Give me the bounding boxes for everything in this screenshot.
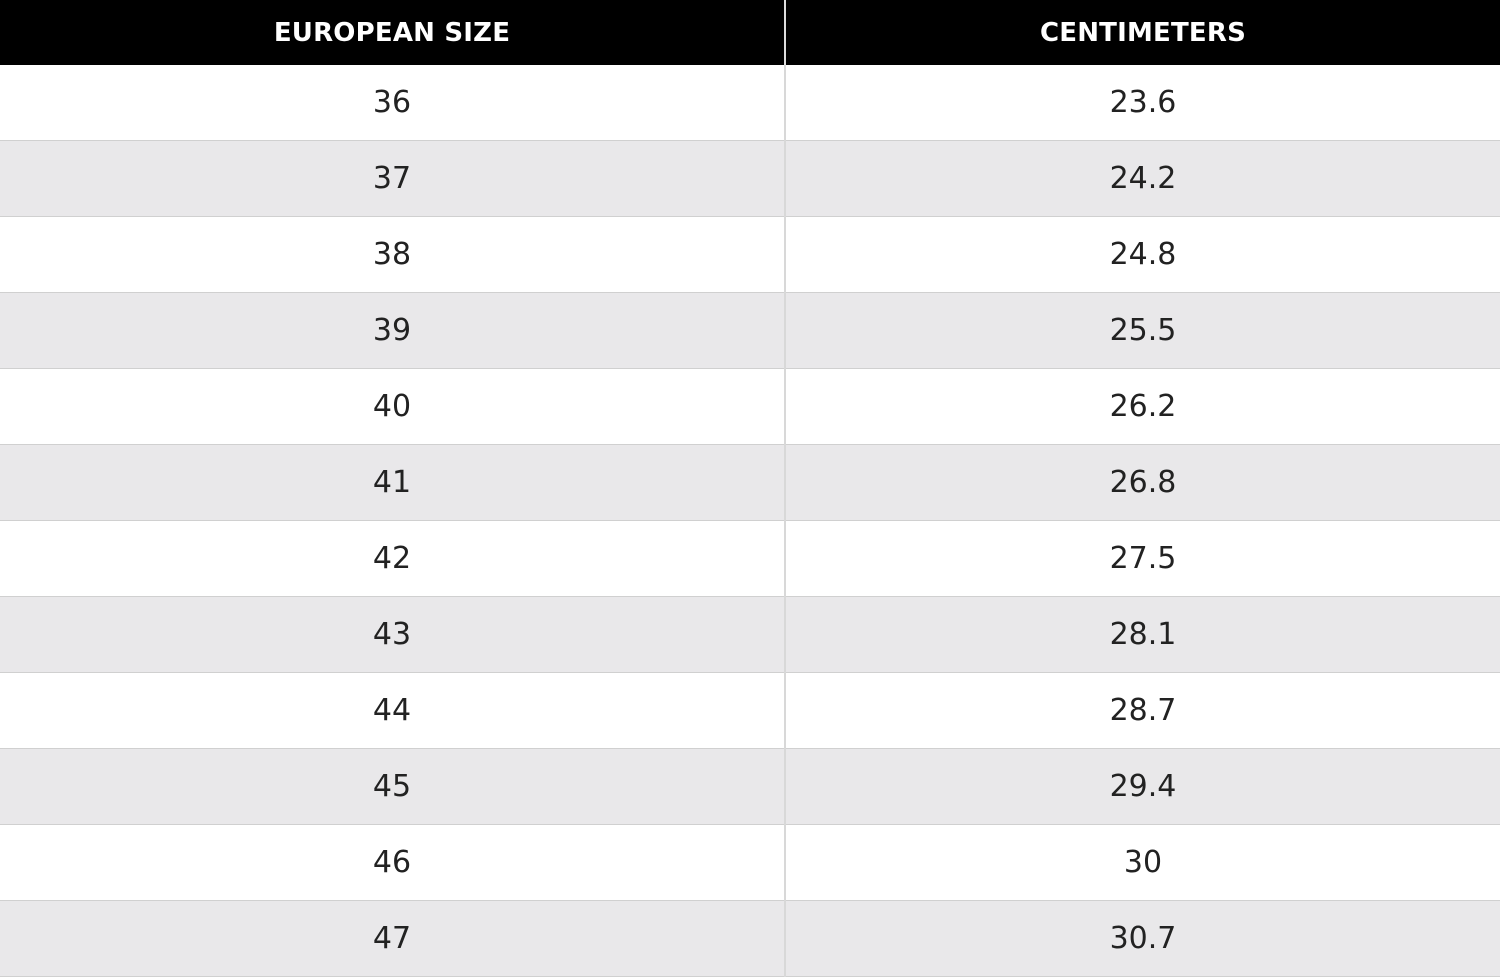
table-row: 36 23.6	[0, 65, 1500, 141]
table-row: 45 29.4	[0, 748, 1500, 825]
table-row: 38 24.8	[0, 216, 1500, 293]
table-cell: 43	[0, 596, 785, 673]
header-row: EUROPEAN SIZE CENTIMETERS	[0, 0, 1500, 65]
table-row: 47 30.7	[0, 900, 1500, 977]
table-row: 46 30	[0, 824, 1500, 901]
table-row: 42 27.5	[0, 520, 1500, 597]
table-cell: 25.5	[784, 292, 1500, 369]
table-cell: 27.5	[784, 520, 1500, 597]
table-cell: 24.8	[784, 216, 1500, 293]
header-cell: CENTIMETERS	[784, 0, 1500, 65]
table-row: 44 28.7	[0, 672, 1500, 749]
table-cell: 38	[0, 216, 785, 293]
table-cell: 39	[0, 292, 785, 369]
table-cell: 44	[0, 672, 785, 749]
table-cell: 23.6	[784, 65, 1500, 141]
table-cell: 26.8	[784, 444, 1500, 521]
table-cell: 28.7	[784, 672, 1500, 749]
table-cell: 36	[0, 65, 785, 141]
table-row: 39 25.5	[0, 292, 1500, 369]
header-cell: EUROPEAN SIZE	[0, 0, 785, 65]
table-cell: 46	[0, 824, 785, 901]
table-row: 40 26.2	[0, 368, 1500, 445]
table-row: 41 26.8	[0, 444, 1500, 521]
table-cell: 24.2	[784, 140, 1500, 217]
table-cell: 37	[0, 140, 785, 217]
table-cell: 30	[784, 824, 1500, 901]
table-cell: 26.2	[784, 368, 1500, 445]
table-cell: 41	[0, 444, 785, 521]
table-cell: 29.4	[784, 748, 1500, 825]
table-cell: 40	[0, 368, 785, 445]
table-header: EUROPEAN SIZE CENTIMETERS	[0, 0, 1500, 65]
table-row: 43 28.1	[0, 596, 1500, 673]
table-cell: 45	[0, 748, 785, 825]
table-cell: 42	[0, 520, 785, 597]
table-row: 37 24.2	[0, 140, 1500, 217]
table-cell: 28.1	[784, 596, 1500, 673]
table-cell: 30.7	[784, 900, 1500, 977]
table-cell: 47	[0, 900, 785, 977]
table-body: 36 23.6 37 24.2 38 24.8 39 25.5 40 26.2 41 26.8 42 27…	[0, 65, 1500, 977]
